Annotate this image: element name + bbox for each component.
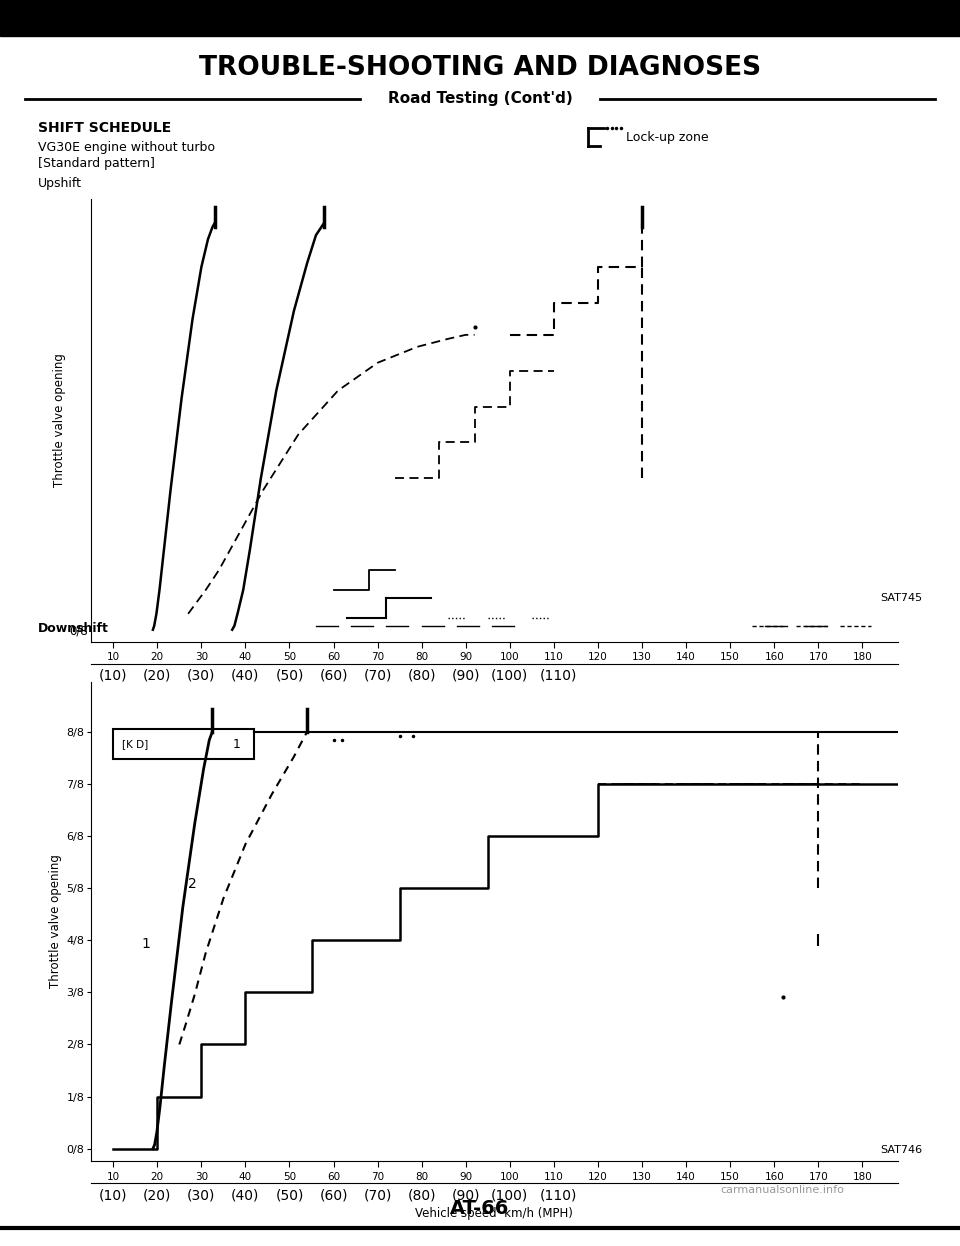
Y-axis label: Throttle valve opening: Throttle valve opening <box>53 354 65 487</box>
Text: 1: 1 <box>232 738 240 750</box>
Text: [K D]: [K D] <box>122 739 148 749</box>
Text: [Standard pattern]: [Standard pattern] <box>38 157 155 169</box>
Text: SAT745: SAT745 <box>880 593 923 603</box>
Text: 1: 1 <box>142 937 151 952</box>
Bar <box>113 729 254 759</box>
Text: Upshift: Upshift <box>38 177 82 191</box>
Text: AT-66: AT-66 <box>450 1199 510 1217</box>
Bar <box>0 0 960 36</box>
Text: VG30E engine without turbo: VG30E engine without turbo <box>38 141 215 153</box>
Text: SHIFT SCHEDULE: SHIFT SCHEDULE <box>38 121 171 135</box>
Text: Lock-up zone: Lock-up zone <box>626 131 708 143</box>
Text: 2: 2 <box>188 877 197 891</box>
X-axis label: Vehicle speed  km/h (MPH): Vehicle speed km/h (MPH) <box>416 1206 573 1220</box>
Y-axis label: Throttle valve opening: Throttle valve opening <box>49 855 62 988</box>
Text: carmanualsonline.info: carmanualsonline.info <box>720 1185 844 1195</box>
Text: Road Testing (Cont'd): Road Testing (Cont'd) <box>388 91 572 106</box>
Text: SAT746: SAT746 <box>880 1145 923 1155</box>
Text: TROUBLE-SHOOTING AND DIAGNOSES: TROUBLE-SHOOTING AND DIAGNOSES <box>199 55 761 81</box>
Text: Downshift: Downshift <box>38 622 108 634</box>
X-axis label: Vehicle speed  km/h (MPH): Vehicle speed km/h (MPH) <box>416 687 573 700</box>
